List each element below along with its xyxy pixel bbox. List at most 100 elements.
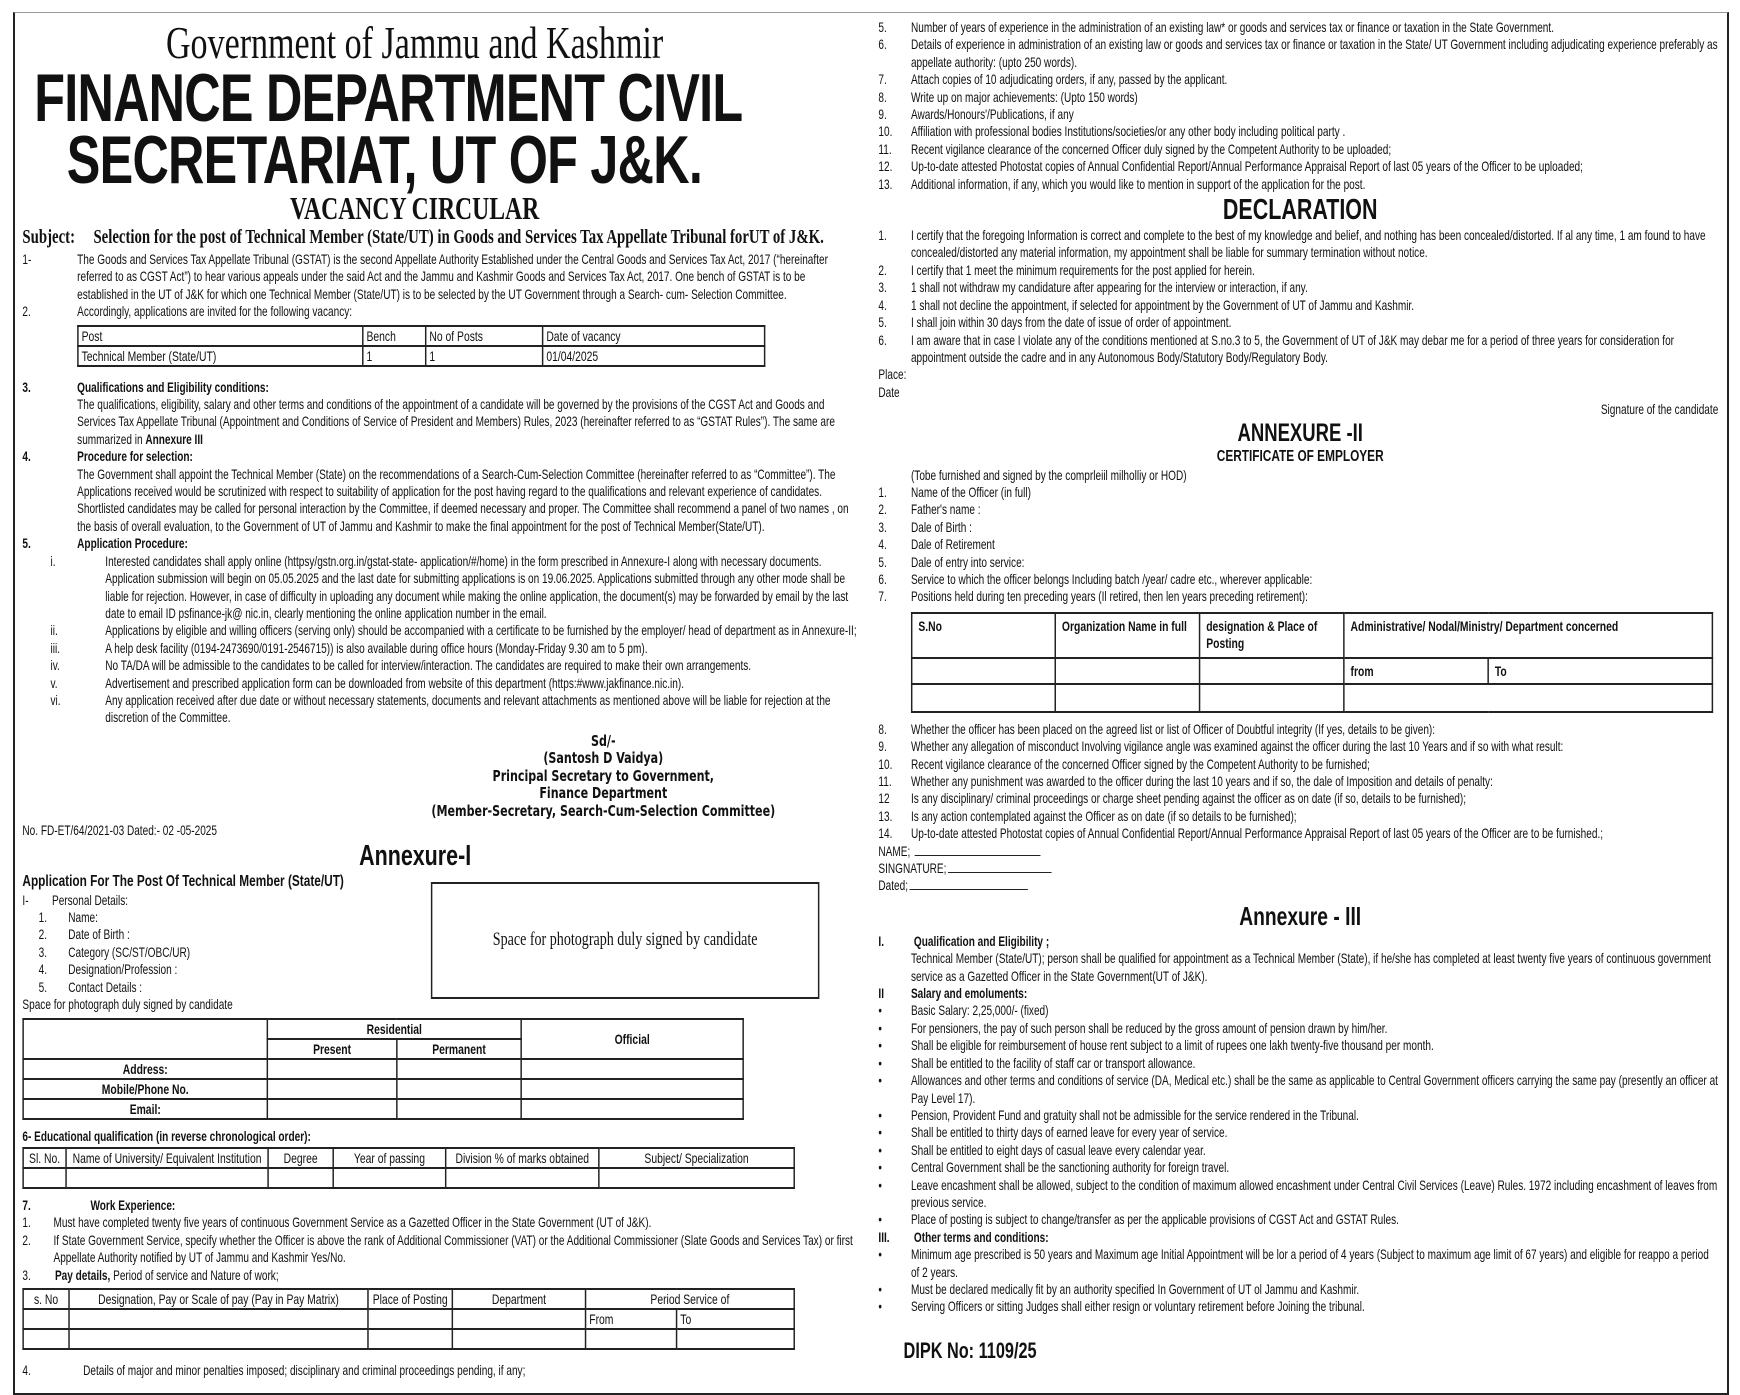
personal-details-area: Application For The Post Of Technical Me… (22, 872, 866, 1014)
item-text: Minimum age prescribed is 50 years and M… (910, 1247, 1709, 1280)
header-posts: No of Posts (424, 324, 544, 347)
vacancy-circular-heading: VACANCY CIRCULAR (289, 190, 540, 226)
item-text: Applications by eligible and willing off… (105, 623, 857, 639)
annexure-2-title: ANNEXURE -II (1237, 418, 1363, 447)
cell-input[interactable] (22, 1327, 70, 1350)
item-number: 2. (878, 502, 887, 518)
salary-item: • Basic Salary: 2,25,000/- (fixed) (878, 1002, 1718, 1019)
item-text: Advertisement and prescribed application… (105, 675, 684, 691)
cell-input[interactable] (266, 1057, 398, 1080)
terms-item: • Serving Officers or sitting Judges shal… (878, 1298, 1718, 1315)
cell-input[interactable] (910, 682, 1057, 713)
cell-input[interactable] (396, 1097, 522, 1120)
item-text: Shall be entitled to the facility of sta… (910, 1055, 1196, 1071)
item-number: • (878, 1073, 882, 1089)
item-text: Recent vigilance clearance of the concer… (910, 756, 1370, 772)
photograph-box[interactable]: Space for photograph duly signed by cand… (430, 881, 820, 999)
department-title-line1: FINANCE DEPARTMENT CIVIL (34, 60, 743, 136)
salary-item: • Shall be eligible for reimbursement of … (878, 1037, 1718, 1054)
header-permanent: Permanent (396, 1037, 522, 1060)
cell-input[interactable] (1343, 682, 1714, 713)
declaration-item: 6. I am aware that in case I violate any … (878, 332, 1718, 367)
cell-input[interactable] (520, 1057, 744, 1080)
row-email: Email: (22, 1097, 269, 1120)
item-number: 4. (38, 962, 48, 978)
item-text: Name: (68, 910, 98, 926)
page-border: Government of Jammu and Kashmir FINANCE … (13, 12, 1729, 1395)
item-number: • (878, 1247, 882, 1263)
item-text: Additional information, if any, which yo… (910, 176, 1366, 192)
item-number: 6. (878, 571, 887, 587)
positions-table: S.No Organization Name in full designation… (910, 611, 1714, 713)
header-cell: Administrative/ Nodal/Ministry/ Departme… (1343, 611, 1714, 659)
cell-input[interactable] (598, 1166, 795, 1189)
salary-item-list: • Basic Salary: 2,25,000/- (fixed) • For pe… (878, 1002, 1718, 1228)
cell-input[interactable] (675, 1327, 795, 1350)
employer-item: 7. Positions held during ten preceding ye… (878, 588, 1718, 605)
item-text: Whether the officer has been placed on t… (910, 721, 1436, 737)
intro-item: 1- The Goods and Services Tax Appellate T… (22, 251, 858, 303)
name-line[interactable] (914, 844, 1041, 856)
header-cell: s. No (22, 1287, 70, 1310)
cell-input[interactable] (520, 1097, 744, 1120)
item-number: • (878, 1125, 882, 1141)
item-text: For pensioners, the pay of such person s… (910, 1020, 1388, 1036)
employer-item: 2. Father's name : (878, 501, 1718, 518)
item-text: 1 shall not decline the appointment, if … (910, 297, 1415, 313)
cell-input[interactable] (367, 1327, 454, 1350)
item-text: Accordingly, applications are invited fo… (77, 304, 353, 320)
cell-input[interactable] (396, 1077, 522, 1100)
salary-item: • Leave encashment shall be allowed, subj… (878, 1177, 1718, 1212)
personal-field: 3. Category (SC/ST/OBC/UR) (39, 944, 422, 961)
header-cell: Department (451, 1287, 587, 1310)
item-number: 7. (878, 72, 887, 88)
signature-block: Sd/- (Santosh D Vaidya) Principal Secret… (431, 731, 776, 820)
cell-input[interactable] (332, 1166, 447, 1189)
cell-input[interactable] (584, 1327, 678, 1350)
item-text: No TA/DA will be admissible to the candi… (105, 658, 752, 674)
header-cell: S.No (910, 611, 1057, 659)
item-text: Whether any allegation of misconduct Inv… (910, 739, 1564, 755)
item-number: 1- (22, 252, 32, 267)
cell-input[interactable] (1198, 682, 1345, 713)
cell-input[interactable] (451, 1327, 587, 1350)
cell-input[interactable] (266, 1097, 398, 1120)
application-item: 12. Up-to-date attested Photostat copies … (878, 158, 1718, 175)
signature-line[interactable] (947, 861, 1052, 874)
right-column: 5. Number of years of experience in the a… (867, 13, 1725, 1378)
salary-item: • Allowances and other terms and conditio… (878, 1072, 1718, 1107)
cell-input[interactable] (1054, 682, 1201, 713)
cell-input[interactable] (65, 1166, 269, 1189)
cell-input[interactable] (22, 1166, 67, 1189)
personal-field-list: 1. Name: 2. Date of Birth : 3. Category (SC/S… (22, 909, 422, 996)
annexure-3-title: Annexure - III (1239, 900, 1362, 931)
cell-input[interactable] (266, 1077, 398, 1100)
item-text: If State Government Service, specify whe… (53, 1232, 853, 1266)
row-address: Address: (22, 1057, 269, 1080)
item-text: Contact Details : (68, 979, 143, 995)
item-number: 5. (878, 554, 887, 570)
left-column: Government of Jammu and Kashmir FINANCE … (15, 13, 867, 1393)
cell-input[interactable] (68, 1327, 369, 1350)
item-text: Shall be entitled to eight days of casua… (910, 1142, 1206, 1158)
dated-line[interactable] (909, 878, 1028, 891)
cell-input[interactable] (444, 1166, 600, 1189)
item-number: • (878, 1038, 882, 1054)
item-text: Is any disciplinary/ criminal proceeding… (910, 791, 1467, 807)
header-to: To (1487, 656, 1714, 685)
header-cell: Division % of marks obtained (444, 1146, 600, 1169)
item-number: ii. (50, 623, 58, 639)
pay-details-table: s. No Designation, Pay or Scale of pay (P… (22, 1287, 795, 1350)
subject-label: Subject: (22, 226, 76, 248)
cell-input[interactable] (520, 1077, 744, 1100)
item-number: 5. (38, 979, 48, 995)
vacancy-table: Post Bench No of Posts Date of vacancy Tech… (77, 324, 766, 367)
item-number: • (878, 1281, 882, 1297)
item-text: Shall be entitled to thirty days of earn… (910, 1125, 1228, 1141)
education-label: 6- Educational qualification (in reverse… (22, 1128, 311, 1144)
item-number: 12. (878, 159, 893, 175)
item-number: • (878, 1003, 882, 1019)
cell-input[interactable] (267, 1166, 334, 1189)
personal-field: 5. Contact Details : (39, 979, 422, 996)
cell-input[interactable] (396, 1057, 522, 1080)
